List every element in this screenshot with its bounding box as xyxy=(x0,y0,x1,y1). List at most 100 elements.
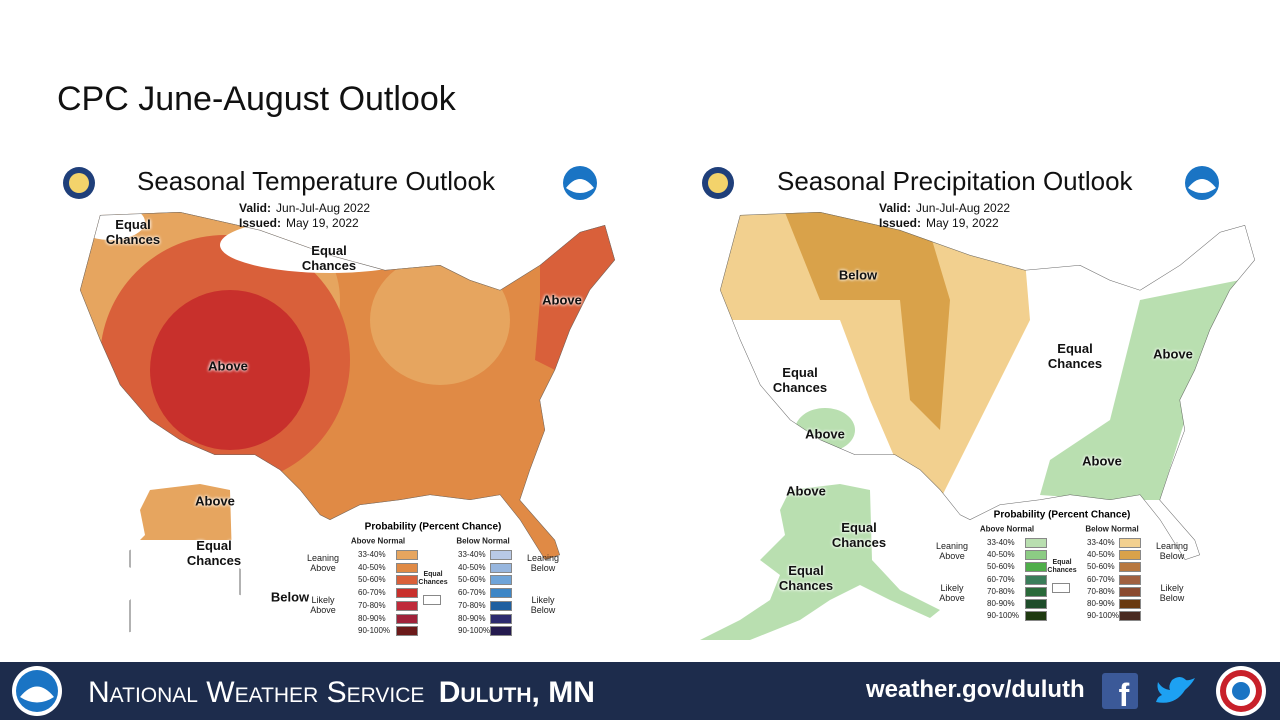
valid-line: Issued: May 19, 2022 xyxy=(239,216,359,230)
footer-bar xyxy=(0,662,1280,720)
legend-header: Below Normal xyxy=(456,536,510,546)
legend-bin-label: 80-90% xyxy=(358,613,386,623)
legend-bin-label: 70-80% xyxy=(458,600,486,610)
legend-bin-label: 60-70% xyxy=(458,588,486,598)
legend-bin-label: 90-100% xyxy=(458,626,491,636)
legend-side-label: Likely Below xyxy=(1159,583,1185,603)
slide-title: CPC June-August Outlook xyxy=(57,80,456,118)
legend-swatch xyxy=(490,626,512,637)
legend-bin-label: 40-50% xyxy=(987,550,1015,560)
legend-swatch xyxy=(396,575,418,586)
map-title: Seasonal Temperature Outlook xyxy=(137,166,495,196)
legend-swatch xyxy=(1025,599,1047,609)
legend-equal-swatch xyxy=(1052,583,1070,593)
legend-equal-label: Equal Chances xyxy=(1047,559,1077,574)
legend-swatch xyxy=(1025,611,1047,622)
region-label: Equal Chances xyxy=(186,538,242,568)
legend-header: Above Normal xyxy=(979,524,1035,534)
legend-bin-label: 50-60% xyxy=(987,562,1015,572)
noaa-logo xyxy=(1185,166,1219,200)
legend-swatch xyxy=(1025,586,1047,597)
region-label: Above xyxy=(208,358,248,374)
legend-swatch xyxy=(490,562,512,573)
legend-bin-label: 50-60% xyxy=(358,575,386,585)
field-label: Valid: xyxy=(239,201,272,215)
twitter-icon[interactable] xyxy=(1156,677,1195,703)
legend-bin-label: 33-40% xyxy=(987,538,1015,547)
region-label: Equal Chances xyxy=(778,563,834,593)
region-label: Above xyxy=(786,483,826,499)
legend-bin-label: 33-40% xyxy=(358,550,386,559)
region-label: Above xyxy=(1082,453,1122,469)
valid-line: Issued: May 19, 2022 xyxy=(879,216,999,230)
region-label: Equal Chances xyxy=(301,243,357,273)
region-label: Above xyxy=(1153,346,1193,362)
legend-bin-label: 60-70% xyxy=(1087,574,1115,584)
legend-swatch xyxy=(1119,574,1141,585)
legend-bin-label: 33-40% xyxy=(458,550,486,559)
doc-seal xyxy=(63,167,95,199)
field-label: Issued: xyxy=(879,216,922,230)
region-label: Equal Chances xyxy=(105,217,161,247)
legend-bin-label: 50-60% xyxy=(1087,562,1115,572)
legend-swatch xyxy=(490,613,512,624)
legend-swatch xyxy=(396,626,418,637)
region-label: Above xyxy=(805,426,845,442)
legend-side-label: Likely Above xyxy=(310,595,336,615)
legend-bin-label: 70-80% xyxy=(358,600,386,610)
legend-side-label: Leaning Below xyxy=(526,553,560,573)
legend-bin-label: 50-60% xyxy=(458,575,486,585)
legend-swatch xyxy=(396,588,418,599)
map-title: Seasonal Precipitation Outlook xyxy=(777,166,1133,196)
legend-swatch xyxy=(396,562,418,573)
region-label: Above xyxy=(542,292,582,308)
legend-bin-label: 60-70% xyxy=(358,588,386,598)
legend-bin-label: 90-100% xyxy=(358,626,391,636)
legend-swatch xyxy=(490,550,512,560)
legend-title: Probability (Percent Chance) xyxy=(993,509,1131,521)
doc-seal xyxy=(702,167,734,199)
region-label: Above xyxy=(195,493,235,509)
field-value: Jun-Jul-Aug 2022 xyxy=(276,201,371,215)
region-label: Equal Chances xyxy=(831,520,887,550)
legend-swatch xyxy=(1025,550,1047,561)
office-name: Duluth, MN xyxy=(438,676,595,709)
legend-swatch xyxy=(396,600,418,611)
legend-bin-label: 33-40% xyxy=(1087,538,1115,547)
legend-swatch xyxy=(1025,562,1047,573)
legend-swatch xyxy=(1119,586,1141,597)
legend-swatch xyxy=(1119,599,1141,609)
footer-url[interactable]: weather.gov/duluth xyxy=(866,676,1085,703)
legend-side-label: Leaning Above xyxy=(935,541,969,561)
legend-header: Below Normal xyxy=(1085,524,1139,534)
legend-header: Above Normal xyxy=(350,536,406,546)
legend-swatch xyxy=(1119,538,1141,548)
legend-swatch xyxy=(396,613,418,624)
legend-bin-label: 80-90% xyxy=(1087,599,1115,608)
legend-equal-label: Equal Chances xyxy=(418,571,448,586)
legend-equal-swatch xyxy=(423,595,441,605)
legend-bin-label: 80-90% xyxy=(458,613,486,623)
footer-agency: National Weather Service Duluth, MN xyxy=(88,676,595,710)
legend-swatch xyxy=(1119,611,1141,622)
facebook-icon[interactable]: f xyxy=(1102,673,1138,713)
noaa-logo xyxy=(563,166,597,200)
legend-swatch xyxy=(1119,562,1141,573)
legend-swatch xyxy=(1025,574,1047,585)
region-label: Equal Chances xyxy=(772,365,828,395)
legend-swatch xyxy=(1025,538,1047,548)
legend-bin-label: 40-50% xyxy=(1087,550,1115,560)
field-label: Issued: xyxy=(239,216,282,230)
field-value: Jun-Jul-Aug 2022 xyxy=(916,201,1011,215)
region-label: Below xyxy=(270,589,310,605)
legend-swatch xyxy=(396,550,418,560)
noaa-footer-logo xyxy=(12,666,62,716)
legend-side-label: Leaning Above xyxy=(306,553,340,573)
legend-bin-label: 40-50% xyxy=(358,562,386,572)
region-label: Below xyxy=(838,267,878,283)
agency-name: National Weather Service xyxy=(88,676,425,709)
legend-bin-label: 70-80% xyxy=(1087,586,1115,596)
nws-logo xyxy=(1216,666,1266,716)
